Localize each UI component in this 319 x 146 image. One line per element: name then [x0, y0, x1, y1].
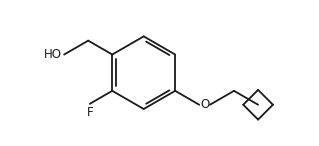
Text: O: O [200, 98, 209, 111]
Text: HO: HO [44, 48, 62, 61]
Text: F: F [86, 106, 93, 119]
